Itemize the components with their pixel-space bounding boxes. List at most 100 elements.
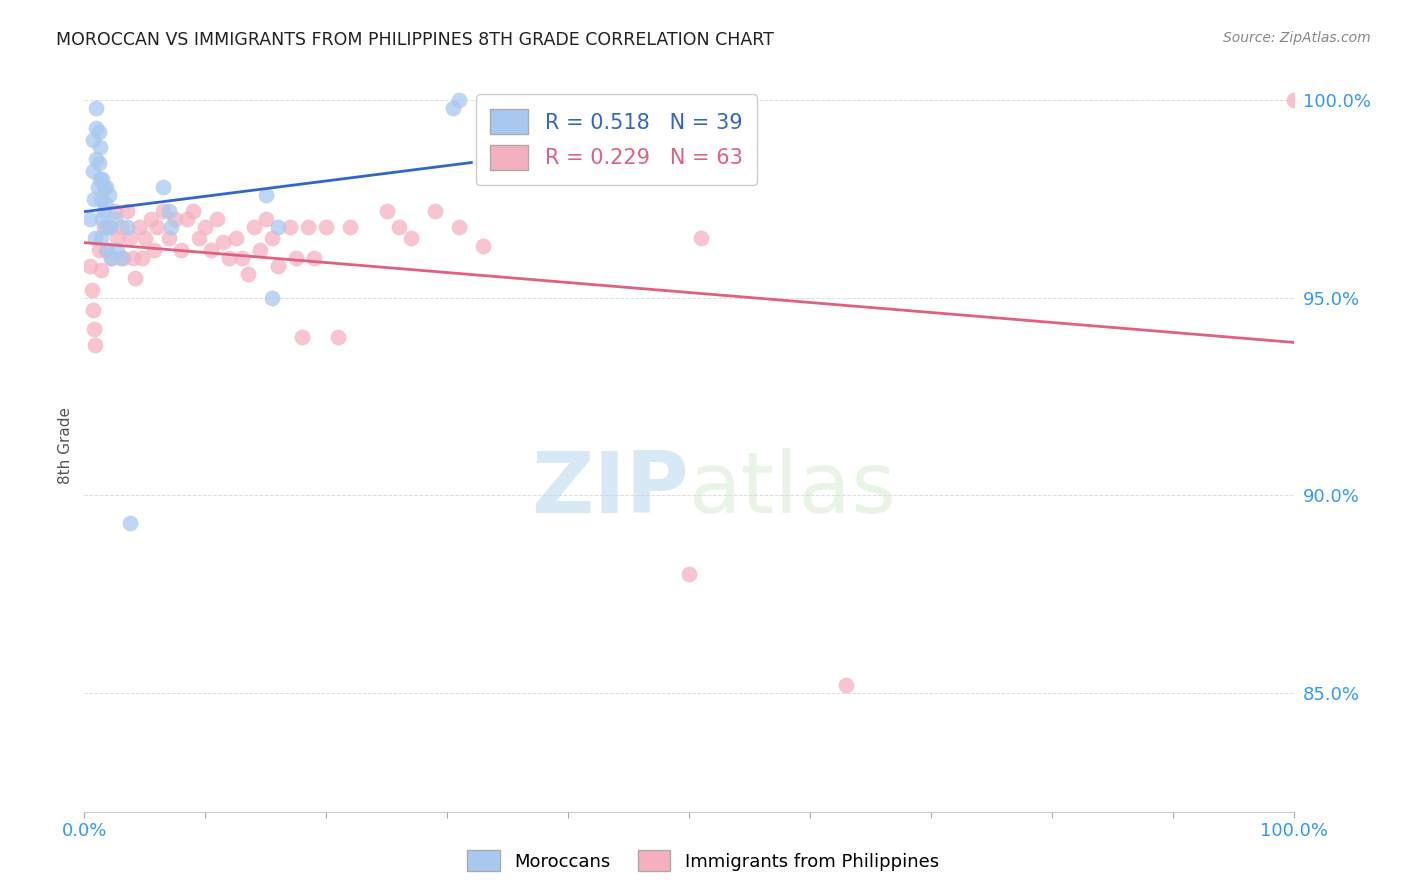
Point <box>399 231 422 245</box>
Point <box>115 219 138 234</box>
Point <box>100 251 122 265</box>
Point <box>87 125 110 139</box>
Point <box>87 244 110 258</box>
Point <box>328 330 350 344</box>
Point <box>82 132 104 146</box>
Point <box>121 251 143 265</box>
Point <box>284 251 308 265</box>
Point <box>98 219 121 234</box>
Point <box>89 172 111 186</box>
Point <box>90 263 112 277</box>
Point <box>86 180 108 194</box>
Point <box>93 203 115 218</box>
Point <box>176 211 198 226</box>
Point <box>375 203 398 218</box>
Point <box>87 156 110 170</box>
Text: atlas: atlas <box>689 449 897 532</box>
Text: Source: ZipAtlas.com: Source: ZipAtlas.com <box>1223 31 1371 45</box>
Point <box>835 678 858 692</box>
Point <box>110 251 132 265</box>
Point <box>134 231 156 245</box>
Point <box>690 231 713 245</box>
Point <box>83 322 105 336</box>
Point <box>267 259 290 273</box>
Point <box>90 231 112 245</box>
Point <box>96 244 118 258</box>
Point <box>93 180 115 194</box>
Point <box>157 203 180 218</box>
Point <box>94 244 117 258</box>
Y-axis label: 8th Grade: 8th Grade <box>58 408 73 484</box>
Point <box>94 180 117 194</box>
Point <box>131 251 153 265</box>
Point <box>94 195 117 210</box>
Point <box>302 251 325 265</box>
Point <box>165 211 187 226</box>
Point <box>449 93 471 107</box>
Point <box>339 219 361 234</box>
Point <box>441 101 464 115</box>
Point <box>472 239 495 253</box>
Point <box>291 330 314 344</box>
Point <box>160 219 183 234</box>
Point <box>139 211 162 226</box>
Point <box>260 291 283 305</box>
Point <box>86 101 108 115</box>
Point <box>218 251 240 265</box>
Point <box>97 219 120 234</box>
Point <box>80 283 103 297</box>
Point <box>112 251 135 265</box>
Point <box>388 219 411 234</box>
Point <box>115 203 138 218</box>
Point <box>254 188 277 202</box>
Point <box>124 271 146 285</box>
Point <box>152 203 174 218</box>
Point <box>94 219 117 234</box>
Point <box>249 244 271 258</box>
Point <box>89 140 111 154</box>
Point <box>236 267 259 281</box>
Point <box>225 231 247 245</box>
Point <box>254 211 277 226</box>
Point <box>97 188 120 202</box>
Point <box>90 192 112 206</box>
Point <box>170 244 193 258</box>
Point <box>82 302 104 317</box>
Point <box>315 219 337 234</box>
Point <box>79 259 101 273</box>
Point <box>110 219 132 234</box>
Point <box>188 231 211 245</box>
Point <box>128 219 150 234</box>
Point <box>146 219 169 234</box>
Point <box>79 211 101 226</box>
Point <box>194 219 217 234</box>
Point <box>120 516 142 530</box>
Point <box>449 219 471 234</box>
Point <box>91 211 114 226</box>
Text: MOROCCAN VS IMMIGRANTS FROM PHILIPPINES 8TH GRADE CORRELATION CHART: MOROCCAN VS IMMIGRANTS FROM PHILIPPINES … <box>56 31 775 49</box>
Point <box>1282 93 1305 107</box>
Point <box>157 231 180 245</box>
Point <box>86 153 108 167</box>
Legend: R = 0.518   N = 39, R = 0.229   N = 63: R = 0.518 N = 39, R = 0.229 N = 63 <box>475 95 756 185</box>
Point <box>104 203 127 218</box>
Point <box>260 231 283 245</box>
Point <box>297 219 319 234</box>
Legend: Moroccans, Immigrants from Philippines: Moroccans, Immigrants from Philippines <box>460 843 946 879</box>
Point <box>278 219 301 234</box>
Point <box>200 244 222 258</box>
Point <box>207 211 229 226</box>
Point <box>181 203 204 218</box>
Point <box>100 251 122 265</box>
Point <box>152 180 174 194</box>
Point <box>82 164 104 178</box>
Point <box>231 251 253 265</box>
Point <box>105 231 128 245</box>
Point <box>104 211 127 226</box>
Point <box>84 338 107 352</box>
Point <box>423 203 446 218</box>
Point <box>212 235 235 250</box>
Point <box>84 231 107 245</box>
Point <box>93 219 115 234</box>
Point <box>143 244 166 258</box>
